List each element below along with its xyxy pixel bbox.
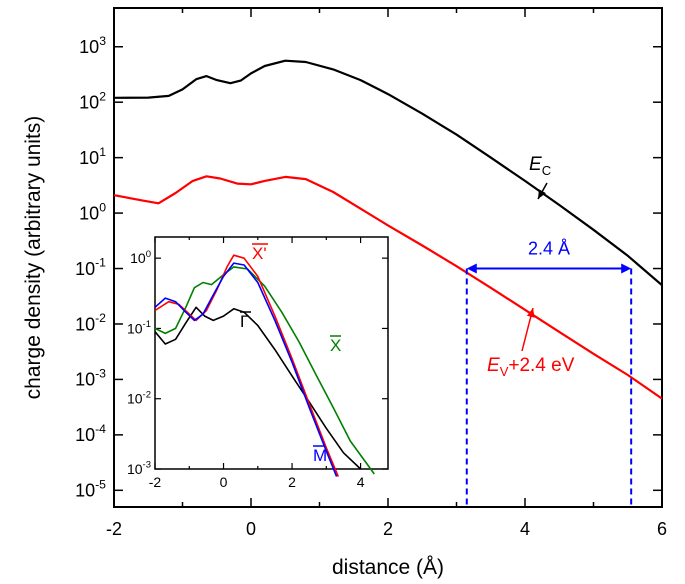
y-tick-label: 10-1	[75, 256, 106, 279]
y-tick-label: 102	[79, 89, 106, 112]
inset-x-tick-label: 2	[288, 474, 296, 490]
x-axis-title: distance (Å)	[332, 556, 444, 579]
inset-series-line-gamma	[154, 306, 362, 470]
y-tick-label: 10-5	[75, 478, 106, 501]
inset-y-tick-label: 10-3	[127, 460, 151, 477]
series-label-ec-pointer-head	[538, 189, 546, 199]
inset-x-tick-label: 4	[357, 474, 365, 490]
series-label-ec: EC	[529, 154, 551, 178]
inset-label-xprime: X'	[252, 244, 267, 263]
y-tick-label: 100	[79, 200, 106, 223]
y-tick-label: 101	[79, 145, 106, 168]
arrow-label: 2.4 Å	[528, 239, 570, 259]
series-label-ev: EV+2.4 eV	[487, 355, 575, 379]
inset-series-line-x	[154, 266, 375, 475]
inset-y-tick-label: 100	[130, 249, 151, 266]
x-tick-label: 4	[520, 519, 530, 539]
x-tick-label: -2	[106, 519, 122, 539]
series-line-ec	[113, 59, 663, 287]
y-tick-label: 10-2	[75, 311, 106, 334]
inset-chart: -2 0 2 4 100 10-1 10-2 10-3 Γ X X' M	[127, 236, 389, 490]
series-line-ev	[113, 175, 663, 400]
inset-series-line-xprime	[154, 254, 340, 477]
y-tick-label: 10-4	[75, 422, 106, 445]
inset-y-tick-label: 10-1	[127, 319, 151, 336]
inset-plot-frame	[154, 236, 389, 470]
arrowhead-left	[466, 263, 477, 274]
series-label-ev-pointer-head	[526, 308, 535, 318]
inset-x-tick-label: -2	[149, 474, 162, 490]
inset-label-gamma: Γ	[240, 312, 249, 331]
x-tick-label: 6	[657, 519, 667, 539]
inset-label-x: X	[330, 336, 341, 355]
y-tick-label: 10-3	[75, 367, 106, 390]
main-chart: -2 0 2 4 6 103 102 101 100 10-1 10-2 10-3 10-4 10-5 di…	[22, 7, 667, 579]
inset-series-line-m	[154, 262, 338, 477]
y-tick-label: 103	[79, 34, 106, 57]
inset-y-tick-label: 10-2	[127, 389, 151, 406]
inset-label-m: M	[313, 446, 327, 465]
inset-x-tick-label: 0	[220, 474, 228, 490]
x-tick-label: 2	[383, 519, 393, 539]
arrowhead-right	[621, 263, 632, 274]
y-axis-title: charge density (arbitrary units)	[22, 116, 45, 400]
x-tick-label: 0	[246, 519, 256, 539]
